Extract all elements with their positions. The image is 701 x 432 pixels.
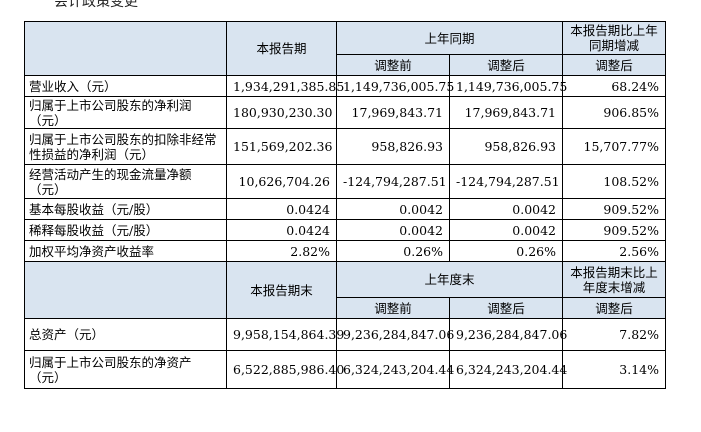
table-row: 总资产（元） 9,958,154,864.39 9,236,284,847.06… — [24, 318, 667, 351]
cell-before: -124,794,287.51 — [336, 164, 450, 199]
cell-after: 9,236,284,847.06 — [448, 318, 567, 351]
cell-after: 958,826.93 — [448, 128, 564, 165]
cell-after: 0.26% — [448, 240, 564, 262]
subheader-after: 调整后 — [448, 54, 564, 76]
cell-current: 151,569,202.36 — [226, 128, 337, 165]
row-label: 归属于上市公司股东的净利润（元） — [24, 96, 227, 129]
cell-change: 909.52% — [562, 198, 667, 220]
subheader-change: 调整后 — [562, 297, 667, 319]
cell-after: 6,324,243,204.44 — [448, 350, 567, 389]
subheader-before: 调整前 — [336, 297, 450, 319]
row-label: 归属于上市公司股东的净资产（元） — [24, 350, 227, 389]
table-row: 归属于上市公司股东的净利润（元） 180,930,230.30 17,969,8… — [24, 96, 667, 129]
row-label: 归属于上市公司股东的扣除非经常性损益的净利润（元） — [24, 128, 227, 165]
cell-after: -124,794,287.51 — [448, 164, 564, 199]
cell-current: 10,626,704.26 — [226, 164, 337, 199]
cell-before: 9,236,284,847.06 — [336, 318, 454, 351]
table-row: 经营活动产生的现金流量净额（元） 10,626,704.26 -124,794,… — [24, 164, 667, 199]
section-heading-partial: 会计政策变更 — [54, 0, 138, 10]
cell-current: 6,522,885,986.40 — [226, 350, 344, 389]
row-label: 基本每股收益（元/股） — [24, 198, 227, 220]
row-label: 营业收入（元） — [24, 75, 227, 97]
cell-current: 0.0424 — [226, 198, 337, 220]
header-blank-cell — [24, 261, 227, 319]
cell-before: 1,149,736,005.75 — [336, 75, 454, 97]
subheader-before: 调整前 — [336, 54, 450, 76]
cell-change: 68.24% — [562, 75, 667, 97]
cell-current: 1,934,291,385.85 — [226, 75, 344, 97]
cell-before: 0.26% — [336, 240, 450, 262]
header-current-period: 本报告期 — [226, 21, 337, 76]
cell-change: 906.85% — [562, 96, 667, 129]
cell-current: 180,930,230.30 — [226, 96, 337, 129]
cell-change: 108.52% — [562, 164, 667, 199]
table-row: 归属于上市公司股东的净资产（元） 6,522,885,986.40 6,324,… — [24, 350, 667, 389]
cell-before: 17,969,843.71 — [336, 96, 450, 129]
cell-before: 0.0042 — [336, 219, 450, 241]
table-row: 营业收入（元） 1,934,291,385.85 1,149,736,005.7… — [24, 75, 667, 97]
header-change: 本报告期比上年同期增减 — [562, 21, 667, 55]
table-row: 归属于上市公司股东的扣除非经常性损益的净利润（元） 151,569,202.36… — [24, 128, 667, 165]
subheader-change: 调整后 — [562, 54, 667, 76]
cell-after: 0.0042 — [448, 219, 564, 241]
financial-data-table: 本报告期 上年同期 本报告期比上年同期增减 调整前 调整后 调整后 营业收入（元… — [24, 21, 667, 389]
cell-change: 15,707.77% — [562, 128, 667, 165]
cell-change: 909.52% — [562, 219, 667, 241]
cell-current: 0.0424 — [226, 219, 337, 241]
row-label: 经营活动产生的现金流量净额（元） — [24, 164, 227, 199]
table-row: 加权平均净资产收益率 2.82% 0.26% 0.26% 2.56% — [24, 240, 667, 262]
subheader-after: 调整后 — [448, 297, 564, 319]
cell-after: 1,149,736,005.75 — [448, 75, 567, 97]
cell-before: 6,324,243,204.44 — [336, 350, 454, 389]
cell-before: 0.0042 — [336, 198, 450, 220]
header-blank-cell — [24, 21, 227, 76]
table-row: 稀释每股收益（元/股） 0.0424 0.0042 0.0042 909.52% — [24, 219, 667, 241]
cell-before: 958,826.93 — [336, 128, 450, 165]
row-label: 稀释每股收益（元/股） — [24, 219, 227, 241]
cell-current: 2.82% — [226, 240, 337, 262]
header-change: 本报告期末比上年度末增减 — [562, 261, 667, 298]
cell-change: 7.82% — [562, 318, 667, 351]
header-period-end: 本报告期末 — [226, 261, 337, 319]
table-row: 基本每股收益（元/股） 0.0424 0.0042 0.0042 909.52% — [24, 198, 667, 220]
cell-current: 9,958,154,864.39 — [226, 318, 344, 351]
cell-change: 2.56% — [562, 240, 667, 262]
cell-after: 17,969,843.71 — [448, 96, 564, 129]
header-prior-period: 上年同期 — [335, 21, 564, 55]
row-label: 总资产（元） — [24, 318, 227, 351]
row-label: 加权平均净资产收益率 — [24, 240, 227, 262]
header-prior-year-end: 上年度末 — [335, 261, 564, 298]
cell-after: 0.0042 — [448, 198, 564, 220]
cell-change: 3.14% — [562, 350, 667, 389]
